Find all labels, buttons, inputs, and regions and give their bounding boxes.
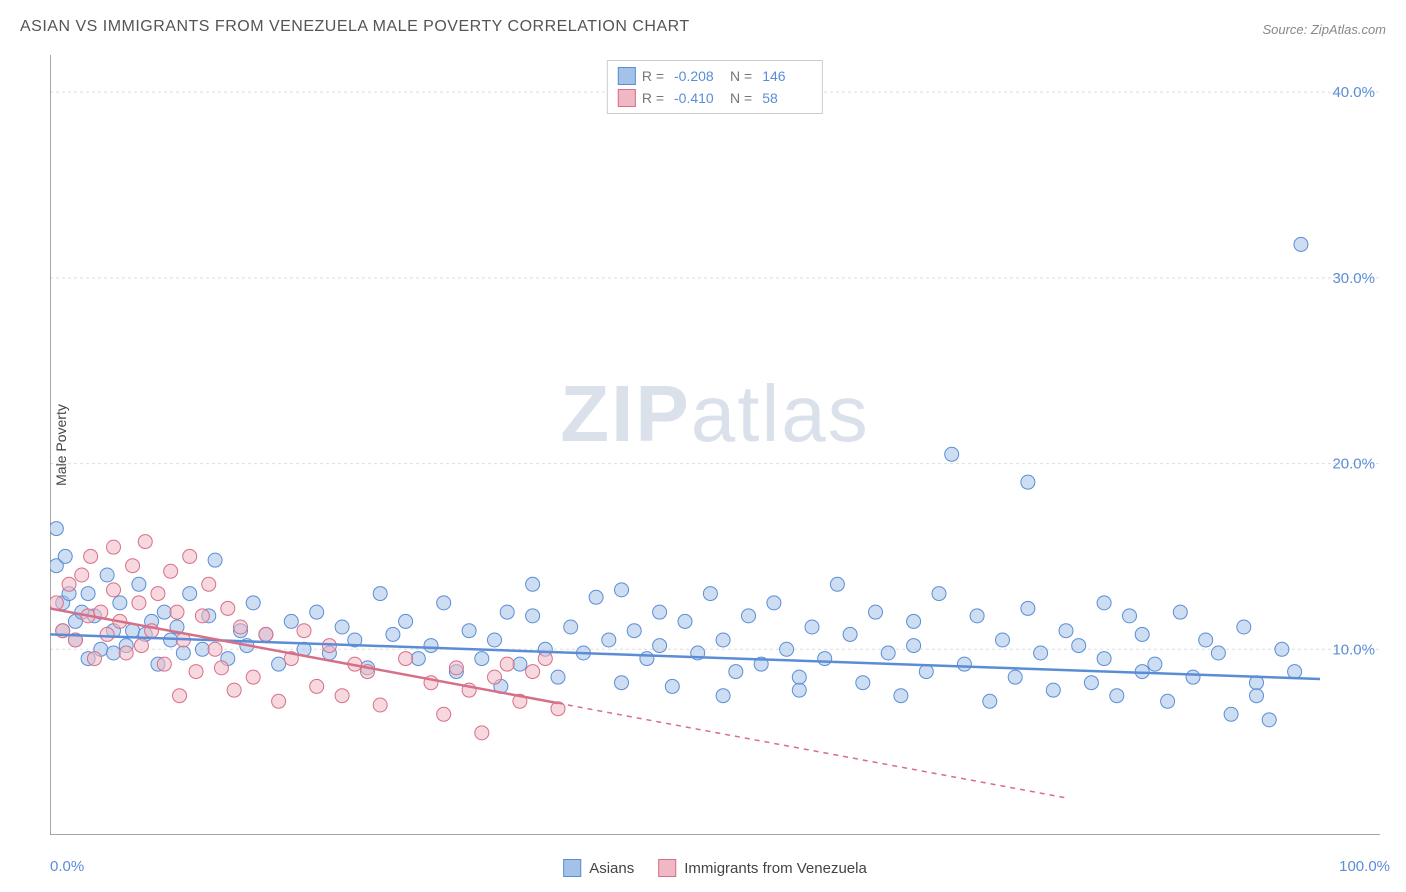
n-value-venezuela: 58 [762,90,812,106]
n-label: N = [730,90,752,106]
legend-label-venezuela: Immigrants from Venezuela [684,860,867,877]
swatch-venezuela-bottom [658,859,676,877]
n-value-asians: 146 [762,68,812,84]
r-value-venezuela: -0.410 [674,90,724,106]
scatter-plot: 10.0% 20.0% 30.0% 40.0% [50,55,1380,835]
source-attribution: Source: ZipAtlas.com [1262,22,1386,37]
r-value-asians: -0.208 [674,68,724,84]
x-axis-max-label: 100.0% [1339,858,1390,875]
swatch-asians [618,67,636,85]
correlation-legend: R = -0.208 N = 146 R = -0.410 N = 58 [607,60,823,114]
svg-text:20.0%: 20.0% [1332,456,1375,473]
legend-label-asians: Asians [589,860,634,877]
x-axis-min-label: 0.0% [50,858,84,875]
legend-item-asians: Asians [563,859,634,877]
svg-text:40.0%: 40.0% [1332,84,1375,101]
swatch-venezuela [618,89,636,107]
svg-text:30.0%: 30.0% [1332,270,1375,287]
chart-area: Male Poverty ZIPatlas R = -0.208 N = 146… [50,55,1380,835]
chart-title: ASIAN VS IMMIGRANTS FROM VENEZUELA MALE … [20,18,690,36]
legend-item-venezuela: Immigrants from Venezuela [658,859,867,877]
r-label: R = [642,68,664,84]
r-label: R = [642,90,664,106]
legend-row-venezuela: R = -0.410 N = 58 [618,87,812,109]
legend-row-asians: R = -0.208 N = 146 [618,65,812,87]
svg-text:10.0%: 10.0% [1332,641,1375,658]
series-legend: Asians Immigrants from Venezuela [563,859,867,877]
swatch-asians-bottom [563,859,581,877]
n-label: N = [730,68,752,84]
